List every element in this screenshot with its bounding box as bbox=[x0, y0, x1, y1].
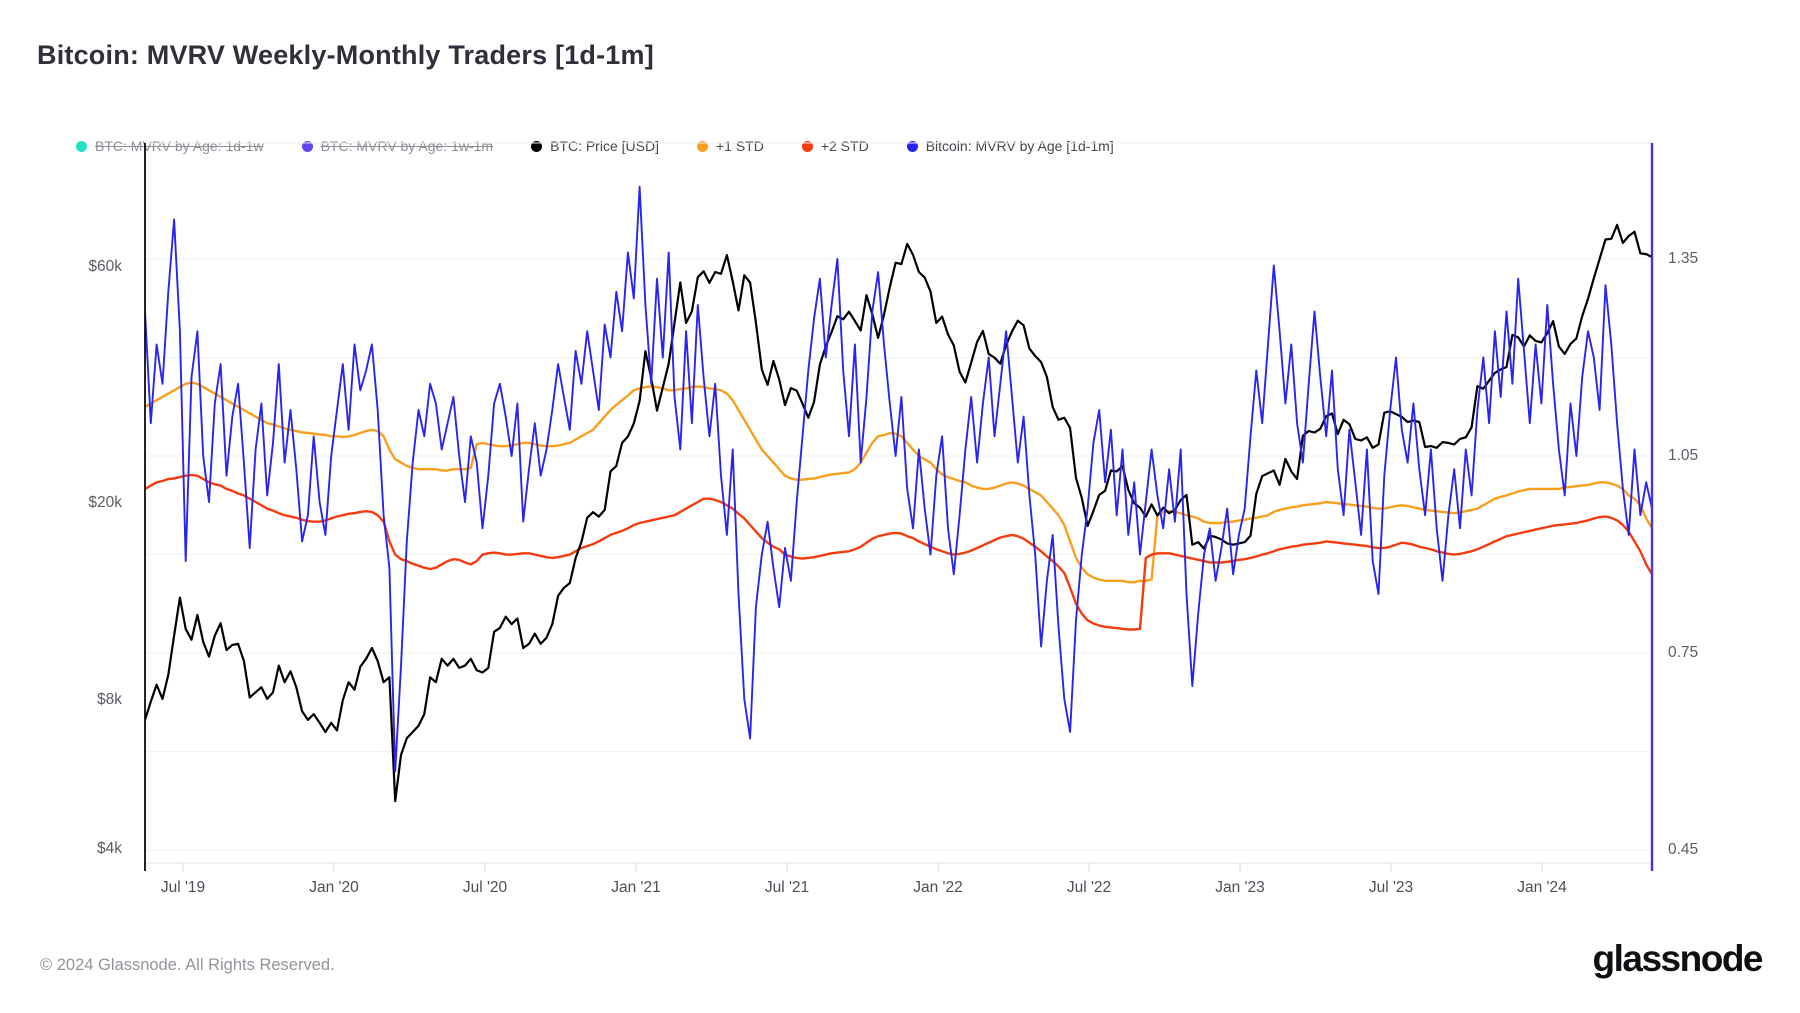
mvrv-tick-label: 0.45 bbox=[1668, 841, 1699, 858]
mvrv-tick-label: 1.35 bbox=[1668, 250, 1699, 267]
x-tick-label: Jul '23 bbox=[1368, 879, 1414, 896]
copyright-text: © 2024 Glassnode. All Rights Reserved. bbox=[40, 956, 335, 974]
series-bitcoin-mvrv-by-age-1d-1m- bbox=[145, 185, 1652, 773]
glassnode-logo: glassnode bbox=[1592, 938, 1764, 979]
legend-item-label: BTC: MVRV by Age: 1d-1w bbox=[95, 138, 264, 154]
series--2-std bbox=[145, 473, 1652, 631]
legend-dot-icon bbox=[696, 140, 708, 152]
x-tick-label: Jan '22 bbox=[913, 879, 963, 896]
x-tick-label: Jan '21 bbox=[611, 879, 661, 896]
legend-item-label: BTC: Price [USD] bbox=[550, 138, 659, 154]
legend-item-label: +1 STD bbox=[715, 138, 764, 154]
legend-dot-icon bbox=[301, 140, 313, 152]
price-tick-label: $60k bbox=[88, 258, 122, 275]
price-tick-label: $4k bbox=[97, 840, 122, 857]
mvrv-tick-label: 0.75 bbox=[1668, 644, 1699, 661]
chart-legend: BTC: MVRV by Age: 1d-1w BTC: MVRV by Age:… bbox=[76, 138, 1152, 154]
legend-item-2[interactable]: BTC: MVRV by Age: 1w-1m bbox=[301, 138, 494, 154]
x-tick-label: Jan '24 bbox=[1517, 879, 1567, 896]
price-tick-label: $20k bbox=[88, 494, 122, 511]
legend-item-5[interactable]: +2 STD bbox=[801, 138, 869, 154]
x-tick-label: Jul '19 bbox=[160, 879, 206, 896]
legend-item-6[interactable]: Bitcoin: MVRV by Age [1d-1m] bbox=[906, 138, 1114, 154]
x-tick-label: Jul '20 bbox=[462, 879, 508, 896]
legend-item-1[interactable]: BTC: MVRV by Age: 1d-1w bbox=[76, 138, 264, 154]
mvrv-tick-label: 1.05 bbox=[1668, 447, 1699, 464]
legend-item-label: Bitcoin: MVRV by Age [1d-1m] bbox=[925, 138, 1114, 154]
legend-dot-icon bbox=[531, 140, 543, 152]
price-tick-label: $8k bbox=[97, 691, 122, 708]
legend-item-label: +2 STD bbox=[820, 138, 869, 154]
series--1-std bbox=[145, 381, 1652, 584]
legend-item-label: BTC: MVRV by Age: 1w-1m bbox=[320, 138, 494, 154]
legend-dot-icon bbox=[76, 140, 87, 152]
x-tick-label: Jan '23 bbox=[1215, 879, 1265, 896]
legend-item-3[interactable]: BTC: Price [USD] bbox=[531, 138, 659, 154]
legend-item-4[interactable]: +1 STD bbox=[696, 138, 764, 154]
page-title: Bitcoin: MVRV Weekly-Monthly Traders [1d… bbox=[37, 40, 654, 70]
legend-dot-icon bbox=[906, 140, 918, 152]
x-tick-label: Jan '20 bbox=[309, 879, 359, 896]
x-tick-label: Jul '22 bbox=[1066, 879, 1112, 896]
legend-dot-icon bbox=[801, 140, 813, 152]
x-tick-label: Jul '21 bbox=[764, 879, 810, 896]
